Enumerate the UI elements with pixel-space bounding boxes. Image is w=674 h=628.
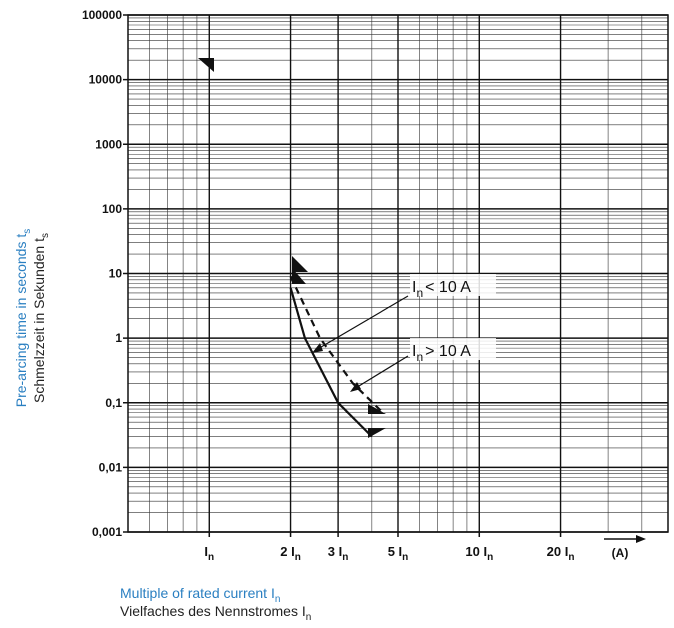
x-title: Multiple of rated current In (120, 585, 280, 605)
x-tick-sub: n (568, 552, 574, 563)
y-title: Pre-arcing time in seconds ts (13, 229, 33, 408)
x-tick-text: 5 I (388, 544, 402, 559)
y-tick-label: 0,1 (105, 396, 122, 410)
x-tick-label: 2 In (280, 544, 301, 563)
marker (198, 58, 214, 72)
x-unit: (A) (612, 546, 629, 560)
x-tick-label: 20 In (547, 544, 575, 563)
arrowhead (350, 382, 361, 392)
x-title-2: Vielfaches des Nennstromes In (120, 603, 311, 623)
y-tick-label: 1000 (95, 137, 122, 151)
x-tick-label: In (204, 544, 214, 563)
x-tick-text: 2 I (280, 544, 294, 559)
label-bg (410, 274, 496, 296)
y-tick-label: 0,001 (92, 525, 122, 539)
x-tick-label: 5 In (388, 544, 409, 563)
y-tick-label: 100 (102, 202, 122, 216)
y-tick-label: 10 (109, 267, 123, 281)
marker (292, 268, 306, 284)
annotation-arrow (315, 295, 409, 351)
annotation-arrow (353, 355, 409, 390)
annotation: In > 10 A (412, 343, 471, 364)
y-tick-label: 100000 (82, 8, 122, 22)
x-tick-sub: n (402, 552, 408, 563)
grid (128, 14, 668, 533)
curves (289, 276, 384, 438)
x-tick-text: 3 I (328, 544, 342, 559)
arrowhead (312, 343, 323, 353)
marker (368, 404, 386, 414)
y-title-2: Schmelzzeit in Sekunden ts (31, 233, 51, 403)
y-tick-label: 10000 (89, 73, 123, 87)
x-tick-label: 3 In (328, 544, 349, 563)
x-tick-sub: n (295, 552, 301, 563)
y-tick-label: 0,01 (99, 460, 123, 474)
annotation: In < 10 A (412, 279, 471, 300)
x-tick-sub: n (487, 552, 493, 563)
x-tick-sub: n (208, 552, 214, 563)
marker (292, 256, 308, 272)
x-tick-text: I (204, 544, 208, 559)
x-tick-text: 20 I (547, 544, 569, 559)
y-tick-label: 1 (115, 331, 122, 345)
marker (368, 428, 386, 438)
x-tick-text: 10 I (465, 544, 487, 559)
curve (289, 276, 384, 414)
x-tick-sub: n (342, 552, 348, 563)
x-tick-label: 10 In (465, 544, 493, 563)
curve (289, 287, 373, 438)
label-bg (410, 338, 496, 360)
arrowhead (636, 535, 646, 543)
